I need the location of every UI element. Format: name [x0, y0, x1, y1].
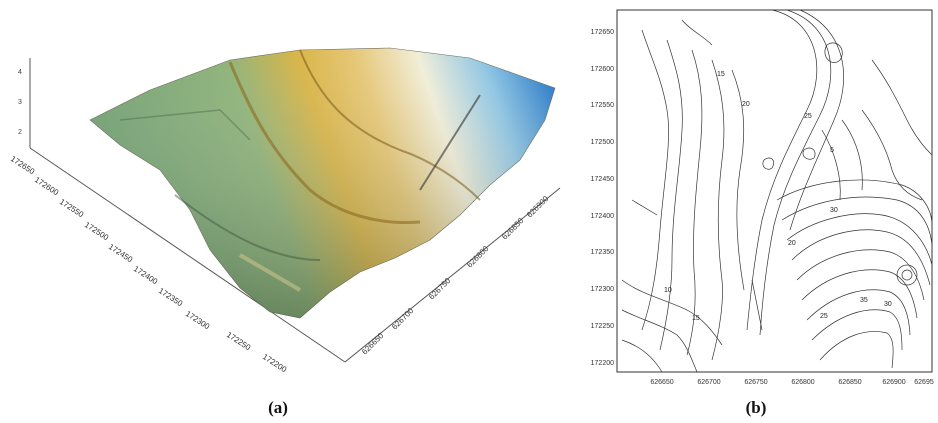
contour-label: 35: [860, 297, 868, 304]
contour-label: 25: [804, 113, 812, 120]
y-tick-label: 172500: [591, 139, 614, 146]
contour-lines: [621, 9, 933, 373]
contour-value-labels: 15 20 25 30 35 30 25 20 15 10 5: [664, 71, 892, 322]
x-tick-label: 626650: [360, 331, 386, 357]
z-axis-ticks: 4 3 2: [18, 69, 22, 136]
y-tick-label: 172350: [591, 249, 614, 256]
contour-label: 30: [884, 301, 892, 308]
x-tick-label: 626700: [697, 379, 720, 386]
y-tick-label: 172200: [591, 360, 614, 367]
panel-a-caption: (a): [268, 398, 288, 417]
x-tick-label: 62695: [914, 379, 934, 386]
y-axis-tick-labels: 172650 172600 172550 172500 172450 17240…: [591, 29, 614, 367]
surface-3d-plot: 4 3 2 172650 172600 172550 172500 172450 1…: [9, 47, 561, 375]
y-tick-label: 172600: [33, 175, 61, 197]
svg-text:2: 2: [18, 129, 22, 136]
y-tick-label: 172650: [9, 154, 37, 176]
panel-b-caption: (b): [745, 398, 767, 417]
contour-label: 30: [830, 207, 838, 214]
x-tick-label: 626850: [838, 379, 861, 386]
x-tick-label: 626750: [427, 276, 453, 302]
x-tick-label: 626850: [500, 216, 526, 242]
x-axis-line: [344, 187, 561, 363]
y-tick-label: 172400: [132, 264, 160, 286]
x-axis-tick-labels: 626650 626700 626750 626800 626850 62690…: [650, 379, 934, 386]
y-tick-label: 172550: [591, 102, 614, 109]
svg-text:4: 4: [18, 69, 22, 76]
y-tick-label: 172400: [591, 213, 614, 220]
panel-a-surface: 4 3 2 172650 172600 172550 172500 172450 1…: [9, 47, 561, 375]
contour-label: 10: [664, 287, 672, 294]
terrain-surface: [89, 47, 556, 319]
contour-label: 15: [692, 315, 700, 322]
svg-text:3: 3: [18, 99, 22, 106]
contour-plot: 172650 172600 172550 172500 172450 17240…: [591, 9, 934, 386]
y-tick-label: 172650: [591, 29, 614, 36]
y-tick-label: 172500: [83, 220, 111, 242]
contour-label: 15: [717, 71, 725, 78]
contour-label: 20: [742, 101, 750, 108]
y-tick-label: 172300: [591, 286, 614, 293]
x-tick-label: 626900: [525, 194, 551, 220]
contour-label: 5: [830, 147, 834, 154]
x-tick-label: 626700: [390, 306, 416, 332]
panel-b-contour-map: 172650 172600 172550 172500 172450 17240…: [572, 0, 938, 395]
y-tick-label: 172250: [591, 323, 614, 330]
y-tick-label: 172450: [591, 176, 614, 183]
contour-label: 25: [820, 313, 828, 320]
y-tick-label: 172200: [261, 352, 289, 374]
x-tick-label: 626650: [650, 379, 673, 386]
x-tick-label: 626750: [744, 379, 767, 386]
y-tick-label: 172450: [107, 242, 135, 264]
x-tick-label: 626800: [465, 244, 491, 270]
contour-label: 20: [788, 240, 796, 247]
y-axis-line: [29, 147, 346, 363]
y-tick-label: 172300: [184, 309, 212, 331]
x-tick-label: 626800: [791, 379, 814, 386]
y-tick-label: 172250: [225, 330, 253, 352]
y-tick-label: 172550: [58, 197, 86, 219]
x-tick-label: 626900: [882, 379, 905, 386]
y-tick-label: 172600: [591, 66, 614, 73]
plot-frame: [616, 9, 933, 373]
y-tick-label: 172350: [157, 286, 185, 308]
